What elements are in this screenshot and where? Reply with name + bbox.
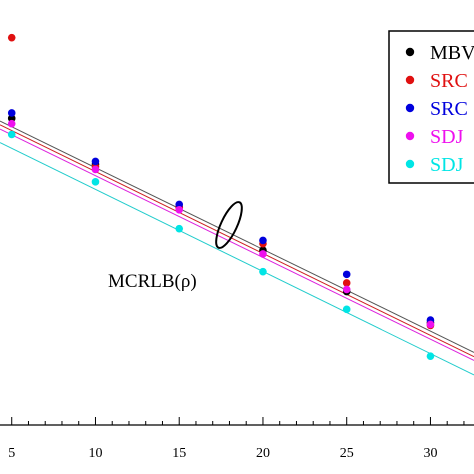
point-s1-4 [342,279,351,287]
x-tick-label: 25 [340,446,354,461]
point-s2-1 [91,157,100,166]
legend-marker-1 [405,75,415,85]
mcrlb-annotation: MCRLB(ρ) [108,201,243,292]
annotation-label: MCRLB(ρ) [108,271,197,292]
legend-label-4: SDJ [430,154,464,176]
x-axis: 5 10 15 20 25 30 [0,417,474,461]
point-s3-1 [91,165,100,174]
bound-line-0 [0,120,474,353]
point-s3-5 [426,320,435,329]
legend-label-2: SRC [430,98,468,120]
point-s4-1 [91,178,100,186]
x-tick-label: 15 [172,446,186,461]
point-s3-2 [175,206,184,214]
point-s2-3 [259,236,267,245]
point-s2-4 [342,270,351,279]
bound-line-2 [0,128,474,361]
point-s4-3 [259,267,267,276]
point-s0-0 [7,114,16,123]
x-tick-label: 20 [256,446,270,461]
legend-marker-0 [405,47,415,57]
legend-box [388,30,474,184]
x-tick-label: 30 [423,446,437,461]
legend-marker-3 [405,131,415,141]
legend-label-0: MBV [430,42,474,64]
x-tick-label: 5 [8,446,15,461]
legend-marker-4 [405,159,415,169]
point-s4-5 [426,352,435,360]
legend-label-3: SDJ [430,126,464,148]
point-s4-4 [342,305,351,314]
point-s3-4 [342,285,351,294]
point-s2-0 [7,109,16,117]
legend-label-1: SRC [430,70,468,92]
legend: MBV SRC SRC SDJ SDJ [388,30,474,184]
point-s4-0 [7,130,16,139]
point-s2-2 [175,200,184,209]
x-tick-label: 10 [88,446,102,461]
point-s1-0 [7,33,16,42]
bound-lines [0,120,474,376]
bound-ellipse [215,201,243,249]
point-s4-2 [175,224,184,233]
bound-line-1 [0,124,474,358]
legend-marker-2 [405,103,415,113]
point-s3-3 [259,250,267,258]
bound-line-3 [0,142,474,376]
data-points [7,33,435,360]
point-s3-0 [7,119,16,128]
